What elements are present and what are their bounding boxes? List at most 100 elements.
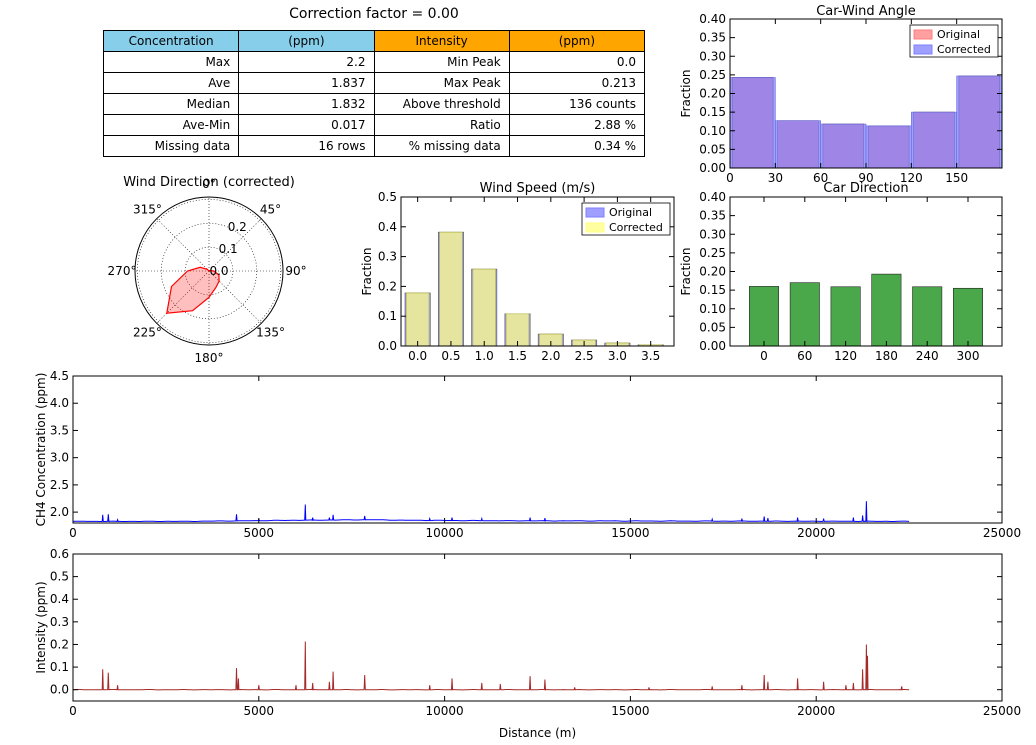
y-tick-label: 4.5: [50, 369, 69, 383]
legend-swatch: [585, 222, 605, 233]
bar: [871, 273, 902, 347]
y-tick-label: 0.35: [699, 31, 726, 45]
y-tick-label: 0.25: [699, 246, 726, 260]
x-tick-label: 60: [813, 171, 828, 185]
y-tick-label: 0.10: [699, 124, 726, 138]
y-tick-label: 3.0: [50, 451, 69, 465]
y-tick-label: 0.40: [699, 190, 726, 204]
legend-entry: Original: [609, 206, 652, 219]
header-concentration: Concentration: [102, 30, 240, 52]
y-tick-label: 2.0: [50, 505, 69, 519]
bar-corrected: [472, 268, 496, 347]
y-tick-label: 0.0: [50, 683, 69, 697]
y-tick-label: 2.5: [50, 478, 69, 492]
bar: [912, 286, 943, 347]
wind-direction-area: [166, 266, 220, 314]
y-tick-label: 0.4: [50, 592, 69, 606]
x-tick-label: 1.5: [508, 349, 527, 363]
y-tick-label: 0.30: [699, 49, 726, 63]
row-label: Min Peak: [373, 51, 510, 73]
x-tick-label: 3.0: [608, 349, 627, 363]
bar-corrected: [820, 123, 867, 169]
bar: [830, 286, 861, 347]
polar-grid-spoke: [156, 218, 210, 272]
table-title: Correction factor = 0.00: [289, 6, 459, 22]
y-tick-label: 0.30: [699, 227, 726, 241]
x-tick-label: 30: [768, 171, 783, 185]
x-axis-label: Distance (m): [499, 726, 576, 740]
x-tick-label: 0: [726, 171, 734, 185]
series-line: [72, 641, 910, 691]
table-row: Missing data 16 rows % missing data 0.34…: [102, 135, 646, 157]
radial-tick-label: 0.2: [228, 220, 247, 234]
bar: [749, 286, 779, 347]
bar: [953, 287, 983, 347]
direction-label: 270°: [108, 264, 137, 278]
y-tick-label: 3.5: [50, 423, 69, 437]
x-tick-label: 5000: [244, 526, 275, 540]
bar-corrected: [406, 292, 430, 347]
direction-label: 90°: [285, 264, 306, 278]
row-label: Missing data: [102, 135, 240, 157]
table-row: Max 2.2 Min Peak 0.0: [102, 51, 646, 73]
legend-entry: Original: [937, 28, 980, 41]
y-tick-label: 0.00: [699, 161, 726, 175]
x-tick-label: 0.0: [408, 349, 427, 363]
y-tick-label: 0.3: [378, 250, 397, 264]
y-tick-label: 0.20: [699, 87, 726, 101]
row-value: 16 rows: [238, 135, 375, 157]
direction-label: 180°: [195, 351, 224, 365]
row-value: 1.837: [238, 72, 375, 94]
y-tick-label: 0.1: [50, 660, 69, 674]
row-value: 0.0: [508, 51, 646, 73]
x-tick-label: 10000: [426, 526, 464, 540]
y-tick-label: 0.15: [699, 105, 726, 119]
y-axis-label: Fraction: [679, 70, 693, 118]
x-tick-label: 20000: [797, 526, 835, 540]
legend-swatch: [913, 44, 933, 55]
x-tick-label: 90: [858, 171, 873, 185]
bar-corrected: [775, 120, 821, 169]
polar-grid-circle: [160, 222, 258, 320]
bar-corrected: [439, 231, 463, 347]
chart-title: Car-Wind Angle: [816, 4, 916, 19]
y-tick-label: 0.1: [378, 309, 397, 323]
y-tick-label: 0.05: [699, 142, 726, 156]
direction-label: 0°: [202, 177, 216, 191]
x-tick-label: 180: [875, 349, 898, 363]
direction-label: 45°: [260, 202, 281, 216]
y-tick-label: 0.25: [699, 68, 726, 82]
polar-grid-circle: [184, 246, 234, 296]
polar-grid-spoke: [156, 270, 210, 324]
table-header-row: Concentration (ppm) Intensity (ppm): [102, 30, 646, 52]
axes-frame: [400, 196, 675, 347]
y-tick-label: 0.3: [50, 615, 69, 629]
x-tick-label: 2.0: [541, 349, 560, 363]
x-tick-label: 15000: [611, 526, 649, 540]
y-tick-label: 4.0: [50, 396, 69, 410]
chart-title: Car Direction: [823, 181, 908, 196]
bar-corrected: [956, 75, 1003, 169]
table-row: Ave 1.837 Max Peak 0.213: [102, 72, 646, 94]
polar-grid-circle: [137, 199, 281, 343]
row-label: % missing data: [373, 135, 510, 157]
x-tick-label: 10000: [426, 704, 464, 718]
x-tick-label: 1.0: [475, 349, 494, 363]
chart-title: Wind Direction (corrected): [123, 175, 295, 190]
chart-title: Wind Speed (m/s): [480, 181, 596, 196]
stats-table: Concentration (ppm) Intensity (ppm) Max …: [102, 30, 646, 157]
x-tick-label: 25000: [983, 704, 1021, 718]
axes-frame: [72, 375, 1003, 524]
y-tick-label: 0.6: [50, 547, 69, 561]
y-tick-label: 0.00: [699, 339, 726, 353]
row-value: 1.832: [238, 93, 375, 115]
y-tick-label: 0.15: [699, 283, 726, 297]
bar-corrected: [911, 111, 957, 169]
y-tick-label: 0.05: [699, 320, 726, 334]
y-tick-label: 0.2: [50, 637, 69, 651]
x-tick-label: 150: [945, 171, 968, 185]
bar-corrected: [865, 125, 912, 169]
direction-label: 135°: [256, 326, 285, 340]
plot-area: [73, 376, 1002, 523]
